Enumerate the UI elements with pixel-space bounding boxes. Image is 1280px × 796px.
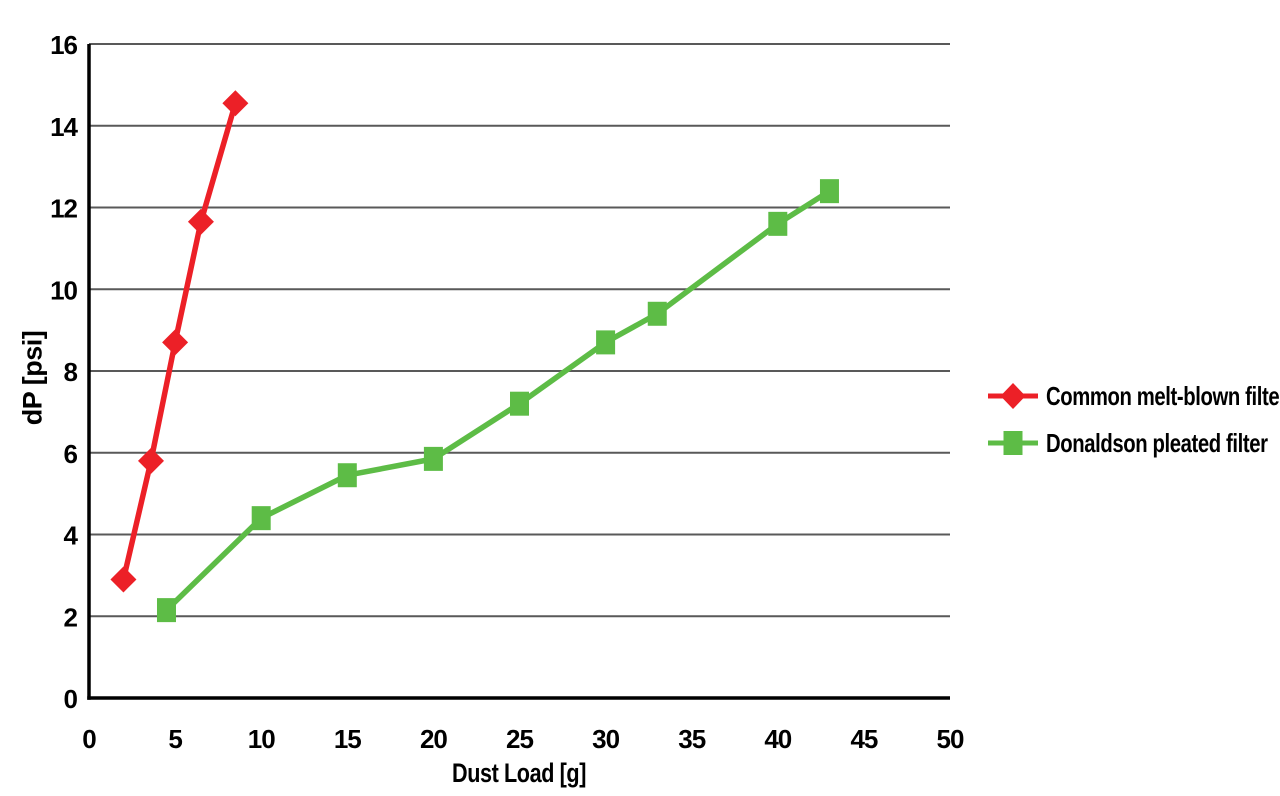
x-tick-label: 15: [334, 724, 361, 754]
series-line-1: [164, 188, 831, 613]
data-point-marker: [137, 447, 164, 474]
y-tick-label: 8: [64, 357, 78, 387]
square-marker-icon: [1003, 431, 1023, 455]
y-tick-label: 6: [64, 439, 78, 469]
x-tick-label: 30: [592, 724, 619, 754]
green-square-legend-icon: [988, 431, 1038, 455]
y-axis-title: dP [psi]: [17, 330, 48, 426]
x-axis-title: Dust Load [g]: [452, 758, 586, 788]
x-tick-label: 10: [248, 724, 275, 754]
y-tick-label: 2: [64, 602, 78, 632]
data-point-marker: [110, 566, 137, 593]
data-point-marker: [768, 211, 788, 236]
data-point-marker: [162, 329, 189, 356]
red-diamond-legend-icon: [988, 383, 1038, 409]
data-point-marker: [187, 208, 214, 235]
x-tick-label: 40: [764, 724, 791, 754]
y-tick-label: 16: [50, 30, 77, 60]
legend-item-donaldson-pleated-filter: Donaldson pleated filter: [988, 427, 1280, 458]
x-tick-label: 25: [506, 724, 533, 754]
y-tick-label: 12: [50, 194, 77, 224]
y-tick-label: 14: [50, 112, 78, 142]
x-tick-label: 50: [937, 724, 964, 754]
x-tick-label: 0: [82, 724, 96, 754]
y-tick-label: 10: [50, 275, 77, 305]
data-point-marker: [337, 463, 357, 488]
data-point-marker: [222, 90, 249, 117]
y-tick-label: 0: [64, 684, 78, 714]
diamond-marker-icon: [1000, 383, 1026, 409]
x-tick-label: 45: [850, 724, 877, 754]
data-point-marker: [647, 301, 667, 326]
x-tick-label: 20: [420, 724, 447, 754]
legend: Common melt-blown filter Donaldson pleat…: [988, 380, 1280, 458]
data-point-marker: [423, 446, 443, 471]
data-point-marker: [156, 598, 176, 623]
data-point-marker: [596, 330, 616, 355]
x-tick-label: 5: [168, 724, 182, 754]
legend-item-common-melt-blown-filter: Common melt-blown filter: [988, 380, 1280, 411]
y-tick-label: 4: [64, 521, 79, 551]
data-point-marker: [819, 179, 839, 204]
x-tick-label: 35: [678, 724, 705, 754]
data-point-marker: [251, 506, 271, 531]
legend-label: Common melt-blown filter: [1046, 380, 1280, 411]
legend-label: Donaldson pleated filter: [1046, 427, 1268, 458]
data-point-marker: [510, 391, 529, 416]
